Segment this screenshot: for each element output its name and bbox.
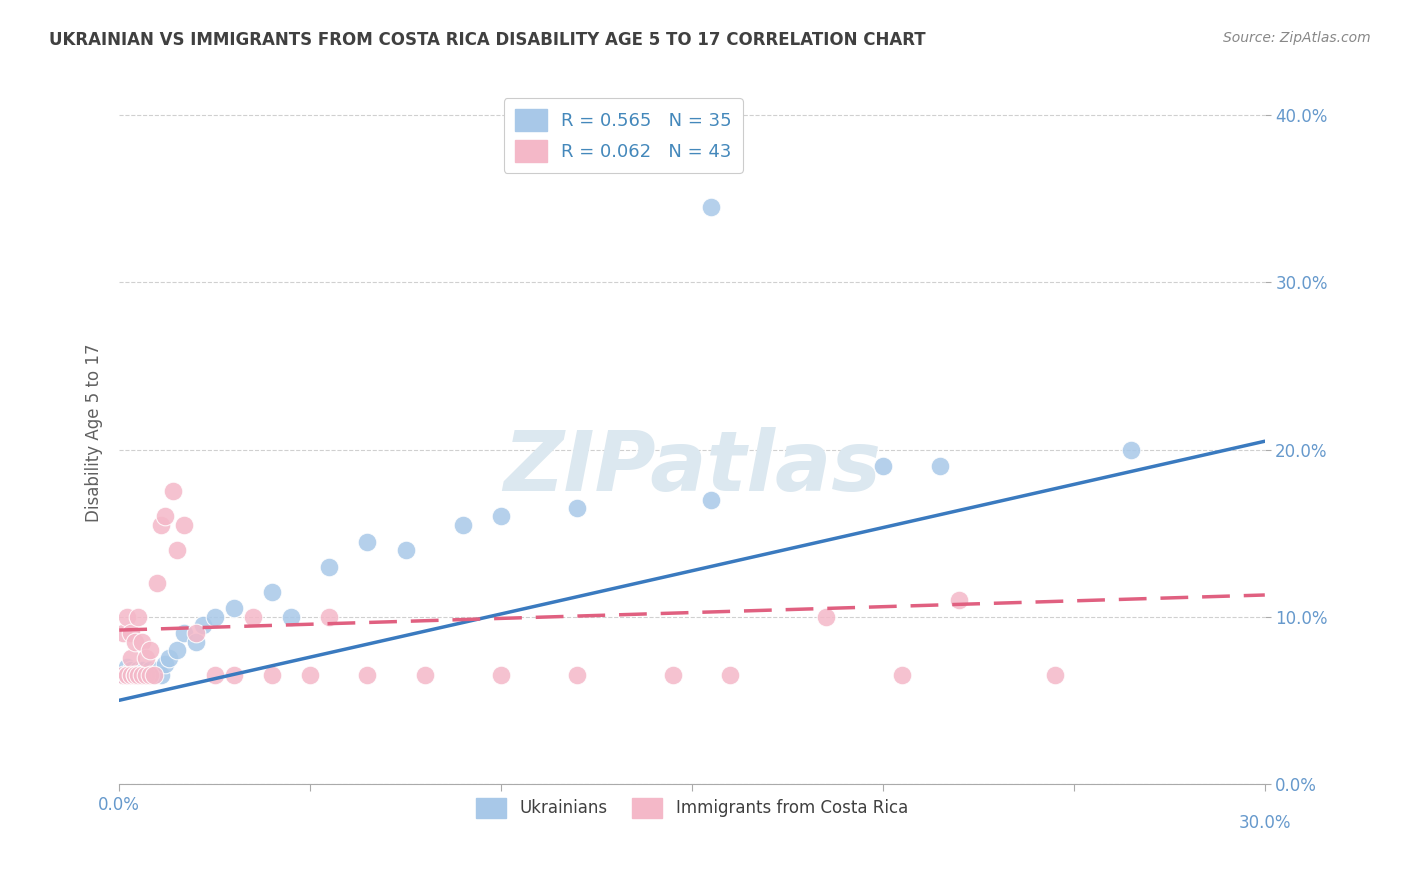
Point: [489, 668, 512, 682]
Point: [395, 542, 418, 557]
Point: [135, 668, 157, 682]
Point: [318, 559, 340, 574]
Point: [115, 668, 138, 682]
Point: [131, 663, 153, 677]
Point: [127, 668, 149, 682]
Point: [814, 609, 837, 624]
Point: [700, 200, 723, 214]
Point: [142, 668, 165, 682]
Point: [567, 668, 589, 682]
Point: [115, 609, 138, 624]
Point: [115, 668, 138, 682]
Point: [700, 492, 723, 507]
Point: [242, 609, 264, 624]
Point: [299, 668, 322, 682]
Point: [413, 668, 436, 682]
Point: [184, 634, 207, 648]
Point: [135, 651, 157, 665]
Point: [131, 668, 153, 682]
Point: [280, 609, 302, 624]
Point: [131, 668, 153, 682]
Point: [356, 668, 378, 682]
Point: [157, 651, 180, 665]
Point: [120, 626, 142, 640]
Point: [166, 542, 188, 557]
Point: [120, 651, 142, 665]
Point: [567, 501, 589, 516]
Point: [718, 668, 741, 682]
Point: [139, 643, 162, 657]
Point: [166, 643, 188, 657]
Point: [139, 663, 162, 677]
Point: [222, 668, 245, 682]
Point: [222, 601, 245, 615]
Point: [112, 668, 135, 682]
Text: UKRAINIAN VS IMMIGRANTS FROM COSTA RICA DISABILITY AGE 5 TO 17 CORRELATION CHART: UKRAINIAN VS IMMIGRANTS FROM COSTA RICA …: [49, 31, 925, 49]
Text: ZIPatlas: ZIPatlas: [503, 427, 882, 508]
Point: [146, 576, 169, 591]
Point: [872, 459, 894, 474]
Point: [193, 618, 215, 632]
Point: [124, 668, 146, 682]
Point: [120, 668, 142, 682]
Point: [184, 626, 207, 640]
Point: [948, 593, 970, 607]
Text: 30.0%: 30.0%: [1239, 814, 1291, 832]
Point: [112, 626, 135, 640]
Point: [260, 584, 283, 599]
Point: [112, 668, 135, 682]
Point: [204, 668, 226, 682]
Point: [173, 517, 195, 532]
Point: [150, 668, 173, 682]
Point: [124, 668, 146, 682]
Legend: Ukrainians, Immigrants from Costa Rica: Ukrainians, Immigrants from Costa Rica: [470, 791, 915, 824]
Point: [127, 609, 149, 624]
Point: [162, 484, 184, 499]
Point: [127, 668, 149, 682]
Text: Source: ZipAtlas.com: Source: ZipAtlas.com: [1223, 31, 1371, 45]
Point: [124, 634, 146, 648]
Point: [1043, 668, 1066, 682]
Point: [120, 663, 142, 677]
Point: [146, 663, 169, 677]
Point: [662, 668, 685, 682]
Point: [173, 626, 195, 640]
Point: [318, 609, 340, 624]
Point: [124, 668, 146, 682]
Point: [139, 668, 162, 682]
Point: [929, 459, 952, 474]
Point: [115, 660, 138, 674]
Point: [489, 509, 512, 524]
Point: [891, 668, 914, 682]
Point: [115, 668, 138, 682]
Point: [131, 634, 153, 648]
Point: [150, 517, 173, 532]
Point: [120, 668, 142, 682]
Point: [142, 668, 165, 682]
Point: [127, 663, 149, 677]
Point: [135, 668, 157, 682]
Point: [153, 657, 176, 671]
Point: [1121, 442, 1143, 457]
Point: [451, 517, 474, 532]
Y-axis label: Disability Age 5 to 17: Disability Age 5 to 17: [86, 343, 103, 522]
Point: [153, 509, 176, 524]
Point: [356, 534, 378, 549]
Point: [204, 609, 226, 624]
Point: [260, 668, 283, 682]
